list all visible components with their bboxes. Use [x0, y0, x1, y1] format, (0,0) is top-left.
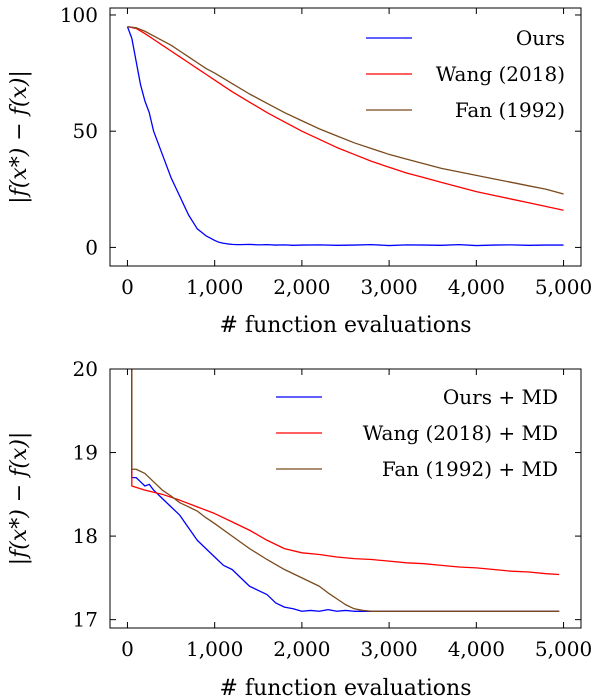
x-tick-label: 4,000 — [448, 275, 505, 299]
legend-label: Fan (1992) + MD — [382, 457, 558, 481]
legend-label: Ours + MD — [443, 385, 558, 409]
y-tick-label: 50 — [73, 119, 98, 143]
y-tick-label: 19 — [73, 441, 98, 465]
x-tick-label: 1,000 — [186, 637, 243, 661]
plot-frame — [109, 7, 582, 267]
y-axis-label: |f(x*) − f(x)| — [7, 432, 32, 566]
x-tick-label: 4,000 — [448, 637, 505, 661]
x-tick-label: 0 — [121, 275, 134, 299]
chart-panel-1: 0 1,000 2,000 3,000 4,000 5,000 0 50 100 # functi… — [7, 3, 591, 338]
x-tick-label: 0 — [121, 637, 134, 661]
y-tick-label: 20 — [73, 357, 98, 381]
x-axis-label: # function evaluations — [220, 313, 472, 338]
x-tick-label: 5,000 — [535, 637, 591, 661]
x-tick-label: 2,000 — [273, 275, 330, 299]
plot-frame — [109, 368, 582, 629]
series-line-3 — [127, 25, 564, 195]
x-tick-label: 1,000 — [186, 275, 243, 299]
series-line-2 — [131, 369, 560, 576]
y-axis-label: |f(x*) − f(x)| — [7, 70, 32, 204]
x-axis-label: # function evaluations — [220, 676, 472, 700]
series-line-3 — [131, 369, 560, 612]
legend-label: Wang (2018) — [436, 62, 565, 86]
x-tick-label: 5,000 — [535, 275, 591, 299]
y-tick-label: 100 — [60, 3, 98, 27]
series-line-2 — [127, 25, 564, 211]
series-line-1 — [126, 26, 564, 247]
y-tick-label: 18 — [73, 524, 98, 548]
x-tick-label: 3,000 — [360, 275, 417, 299]
chart-panel-2: 0 1,000 2,000 3,000 4,000 5,000 17 18 19 20 # func… — [7, 357, 591, 700]
y-tick-label: 0 — [85, 235, 98, 259]
legend-label: Ours — [516, 26, 565, 50]
y-tick-label: 17 — [73, 608, 98, 632]
legend-label: Fan (1992) — [455, 98, 565, 122]
x-tick-label: 3,000 — [360, 637, 417, 661]
x-tick-label: 2,000 — [273, 637, 330, 661]
legend-label: Wang (2018) + MD — [363, 421, 558, 445]
